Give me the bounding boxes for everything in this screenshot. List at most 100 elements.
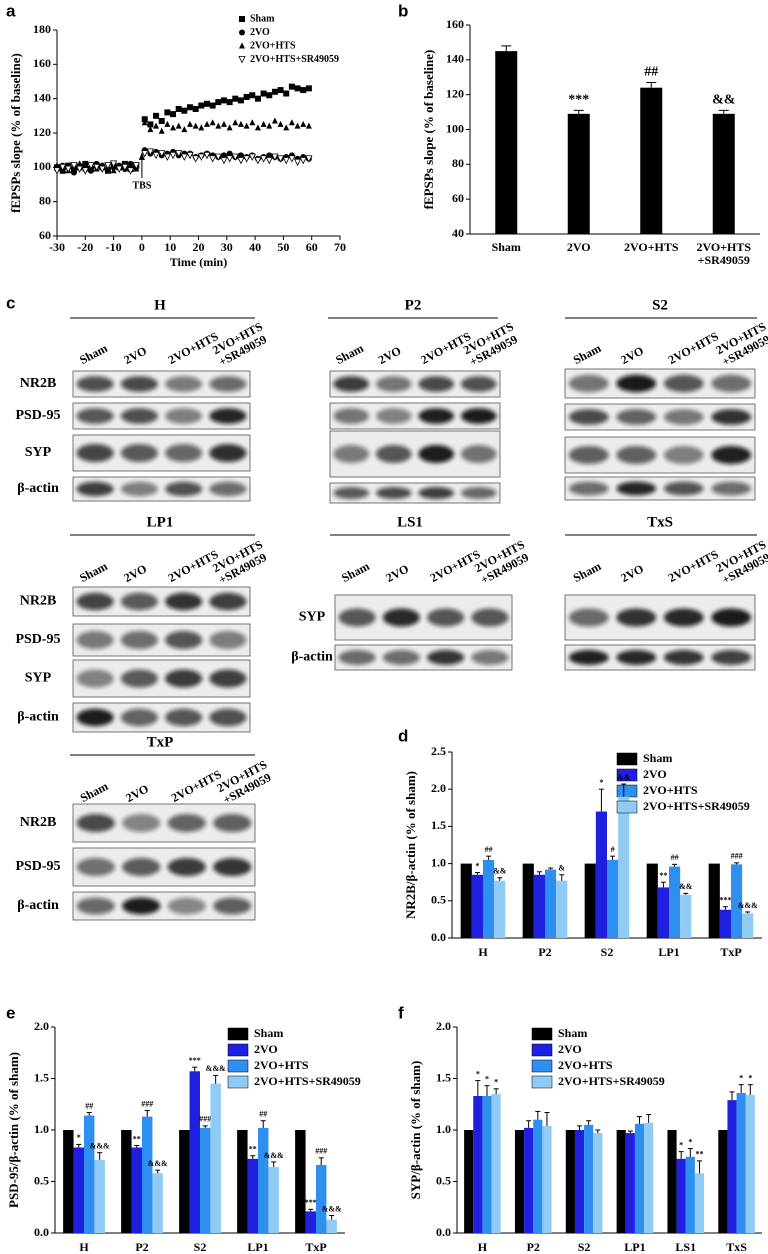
blot-title: S2 bbox=[652, 297, 668, 313]
row-label: SYP bbox=[299, 610, 326, 625]
legend-swatch bbox=[531, 1043, 553, 1057]
y-tick-label: 80 bbox=[452, 156, 464, 170]
x-tick-label: -30 bbox=[49, 240, 65, 254]
blot-band bbox=[120, 669, 158, 688]
blot-band bbox=[568, 481, 609, 496]
row-label: SYP bbox=[25, 671, 52, 686]
bar bbox=[152, 1173, 163, 1233]
lane-label: 2VO+HTS+SR49059 bbox=[210, 537, 271, 587]
blot-band bbox=[209, 669, 247, 688]
bar bbox=[460, 863, 472, 938]
significance-label: &&& bbox=[90, 1141, 110, 1150]
significance-label: ### bbox=[731, 852, 743, 861]
legend-label: Sham bbox=[254, 1026, 283, 1040]
blot-band bbox=[213, 814, 252, 832]
lane-label: Sham bbox=[339, 559, 371, 585]
lane-label: 2VO bbox=[123, 782, 151, 806]
blot-band bbox=[76, 897, 115, 915]
panel-letter: c bbox=[6, 293, 15, 312]
bar bbox=[494, 880, 506, 938]
data-point bbox=[265, 157, 273, 165]
data-point bbox=[266, 122, 273, 129]
significance-label: * bbox=[476, 1069, 480, 1078]
blot-band bbox=[375, 408, 412, 424]
blot-band bbox=[165, 408, 203, 424]
bar bbox=[644, 1122, 654, 1233]
bar bbox=[625, 1133, 635, 1233]
bar bbox=[542, 1125, 552, 1233]
row-label: NR2B bbox=[20, 376, 57, 391]
x-tick-label: LS1 bbox=[675, 1240, 696, 1254]
blot-band bbox=[120, 592, 158, 611]
y-tick-label: 0.0 bbox=[436, 1225, 451, 1239]
x-tick-label: 2VO+HTS bbox=[624, 240, 679, 254]
blot-band bbox=[616, 481, 657, 496]
data-point bbox=[237, 152, 244, 159]
y-tick-label: 40 bbox=[452, 226, 464, 240]
y-tick-label: 1.5 bbox=[34, 1070, 49, 1084]
data-point bbox=[282, 157, 290, 165]
bar bbox=[618, 796, 630, 938]
blot-title: TxS bbox=[647, 514, 673, 530]
blot-band bbox=[711, 446, 752, 464]
bar bbox=[295, 1130, 306, 1233]
data-point bbox=[209, 155, 217, 163]
data-point bbox=[271, 88, 278, 95]
x-tick-label: S2 bbox=[578, 1240, 591, 1254]
bar bbox=[545, 869, 557, 938]
data-point bbox=[277, 120, 284, 127]
blot-band bbox=[333, 445, 370, 463]
significance-label: *** bbox=[719, 896, 731, 905]
blot-band bbox=[616, 446, 657, 464]
bar bbox=[179, 1130, 190, 1233]
significance-label: ** bbox=[133, 1134, 141, 1143]
blot-band bbox=[427, 650, 465, 665]
significance-label: * bbox=[494, 1078, 498, 1087]
significance-label: &&& bbox=[738, 901, 758, 910]
bar bbox=[607, 859, 619, 938]
data-point bbox=[237, 157, 245, 165]
data-point bbox=[220, 157, 228, 165]
bar bbox=[316, 1165, 327, 1233]
bar bbox=[94, 1159, 105, 1233]
blot-band bbox=[165, 376, 203, 392]
bar bbox=[473, 1096, 483, 1233]
data-point bbox=[147, 121, 154, 128]
blot-band bbox=[122, 858, 161, 876]
x-tick-label: LP1 bbox=[624, 1240, 645, 1254]
blot-band bbox=[663, 481, 704, 496]
legend-label: 2VO bbox=[254, 1042, 278, 1056]
blot-band bbox=[382, 650, 420, 665]
y-axis-label: fEPSPs slope (% of baseline) bbox=[421, 50, 436, 210]
data-point bbox=[232, 119, 239, 126]
blot-band bbox=[209, 408, 247, 424]
data-point bbox=[121, 163, 129, 172]
lane-label: Sham bbox=[77, 559, 109, 585]
legend-swatch bbox=[531, 1075, 553, 1089]
significance-label: && bbox=[617, 773, 631, 782]
legend-label: 2VO bbox=[643, 767, 667, 781]
data-point bbox=[104, 162, 112, 170]
blot-band bbox=[165, 708, 203, 727]
legend-label: 2VO+HTS+SR49059 bbox=[254, 1074, 361, 1088]
blot-band bbox=[418, 487, 455, 499]
bar bbox=[200, 1127, 211, 1233]
significance-label: ### bbox=[315, 1147, 327, 1156]
data-point bbox=[175, 105, 182, 112]
x-tick-label: S2 bbox=[194, 1240, 207, 1254]
significance-label: *** bbox=[568, 93, 589, 108]
lane-label: 2VO+HTS bbox=[666, 329, 721, 367]
y-tick-label: 1.5 bbox=[436, 1070, 451, 1084]
blot-band bbox=[460, 487, 497, 499]
blot-band bbox=[568, 650, 609, 665]
bar bbox=[142, 1116, 153, 1233]
blot-band bbox=[616, 608, 657, 627]
data-point bbox=[181, 126, 188, 133]
legend-label: 2VO+HTS+SR49059 bbox=[250, 54, 339, 65]
blot-band bbox=[122, 814, 161, 832]
bar bbox=[533, 1119, 543, 1233]
data-point bbox=[232, 95, 239, 102]
data-point bbox=[259, 155, 268, 163]
lane-label: 2VO bbox=[618, 344, 646, 368]
data-point bbox=[153, 122, 160, 129]
